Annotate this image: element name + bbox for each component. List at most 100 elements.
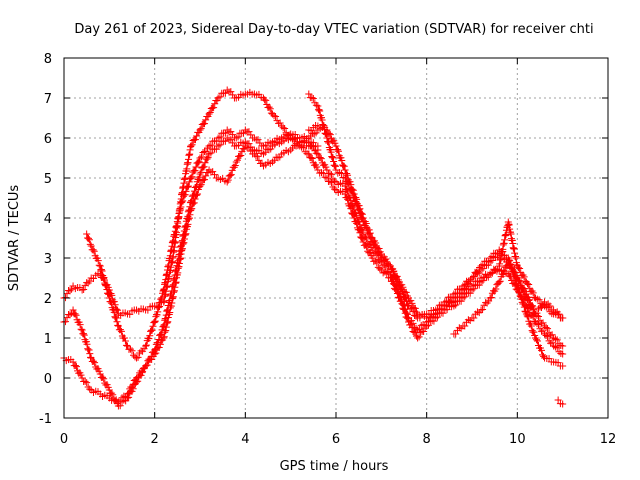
data-marker	[229, 131, 237, 139]
data-marker	[80, 286, 88, 294]
data-marker	[173, 218, 181, 226]
data-marker	[415, 333, 423, 341]
y-tick-label: 8	[44, 52, 52, 67]
series-trace-4	[60, 137, 322, 406]
data-marker	[318, 116, 326, 124]
data-marker	[179, 240, 187, 248]
series-trace-10	[554, 396, 567, 408]
data-marker	[401, 309, 409, 317]
data-marker	[399, 304, 407, 312]
data-marker	[180, 239, 188, 247]
data-marker	[412, 324, 420, 332]
data-marker	[136, 369, 144, 377]
data-marker	[308, 94, 316, 102]
y-tick-label: 5	[44, 172, 52, 187]
data-point	[350, 190, 358, 198]
data-marker	[200, 163, 208, 171]
x-tick-labels: 0 2 4 6 8 10 12	[60, 432, 616, 447]
data-marker	[171, 231, 179, 239]
data-point	[531, 310, 539, 318]
data-marker	[519, 295, 527, 303]
data-marker	[319, 169, 327, 177]
data-marker	[347, 205, 355, 213]
data-point	[550, 334, 558, 342]
data-marker	[457, 297, 465, 305]
data-point	[305, 150, 313, 158]
data-point	[323, 166, 331, 174]
data-marker	[334, 146, 342, 154]
data-marker	[80, 330, 88, 338]
data-point	[323, 134, 331, 142]
data-point	[559, 342, 567, 350]
data-marker	[452, 301, 460, 309]
data-marker	[312, 149, 320, 157]
data-marker	[461, 293, 469, 301]
data-marker	[326, 169, 334, 177]
data-marker	[148, 326, 156, 334]
data-marker	[348, 185, 356, 193]
data-marker	[270, 112, 278, 120]
data-marker	[356, 205, 364, 213]
data-marker	[122, 393, 130, 401]
data-marker	[488, 269, 496, 277]
data-marker	[171, 227, 179, 235]
data-marker	[190, 199, 198, 207]
data-marker	[328, 153, 336, 161]
data-point	[423, 322, 431, 330]
data-marker	[308, 142, 316, 150]
data-marker	[317, 169, 325, 177]
data-point	[96, 262, 104, 270]
data-marker	[176, 206, 184, 214]
data-marker	[330, 185, 338, 193]
data-marker	[111, 301, 119, 309]
data-marker	[184, 183, 192, 191]
data-marker	[221, 129, 229, 137]
data-marker	[162, 323, 170, 331]
data-marker	[533, 309, 541, 317]
data-marker	[121, 337, 129, 345]
data-marker	[240, 129, 248, 137]
data-marker	[154, 308, 162, 316]
data-marker	[373, 259, 381, 267]
data-marker	[510, 279, 518, 287]
data-marker	[156, 331, 164, 339]
data-marker	[89, 246, 97, 254]
data-marker	[182, 230, 190, 238]
data-point	[250, 134, 258, 142]
data-marker	[266, 105, 274, 113]
data-point	[83, 230, 91, 238]
data-marker	[551, 309, 559, 317]
data-marker	[348, 209, 356, 217]
data-point	[305, 138, 313, 146]
data-marker	[412, 312, 420, 320]
data-marker	[84, 234, 92, 242]
data-marker	[256, 139, 264, 147]
data-marker	[347, 181, 355, 189]
data-marker	[118, 394, 126, 402]
data-marker	[464, 316, 472, 324]
data-marker	[339, 161, 347, 169]
data-marker	[184, 220, 192, 228]
data-point	[142, 342, 150, 350]
data-marker	[292, 142, 300, 150]
data-marker	[507, 272, 515, 280]
data-marker	[339, 173, 347, 181]
data-marker	[524, 280, 532, 288]
data-marker	[245, 144, 253, 152]
data-marker	[178, 245, 186, 253]
data-point	[450, 290, 458, 298]
data-marker	[393, 289, 401, 297]
y-tick-label: 4	[44, 212, 52, 227]
x-tick-label: 12	[600, 432, 617, 447]
data-point	[486, 258, 494, 266]
data-marker	[376, 265, 384, 273]
data-point	[559, 400, 567, 408]
data-marker	[492, 285, 500, 293]
data-marker	[553, 336, 561, 344]
data-marker	[343, 170, 351, 178]
data-marker	[207, 141, 215, 149]
data-marker	[253, 152, 261, 160]
data-point	[196, 126, 204, 134]
data-marker	[227, 136, 235, 144]
